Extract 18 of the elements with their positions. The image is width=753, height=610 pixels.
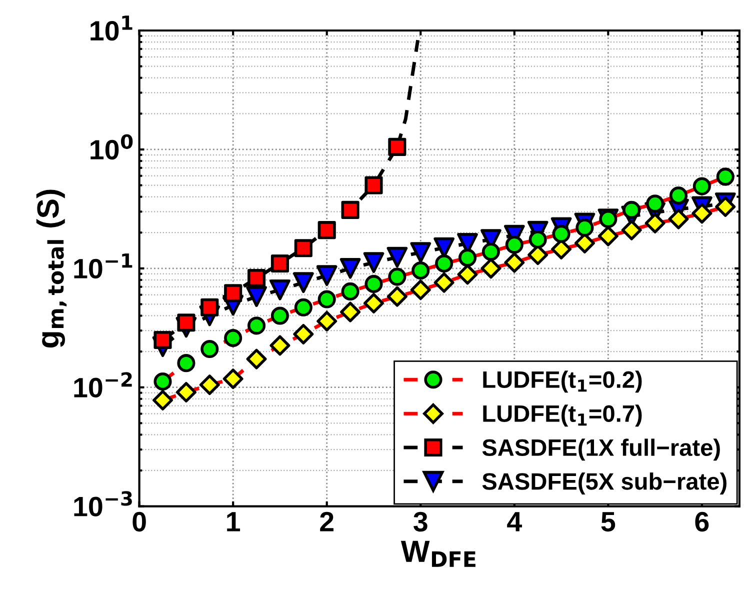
x-tick-label: 4: [507, 512, 522, 532]
x-tick-label: 3: [414, 512, 428, 532]
x-tick-label: 6: [695, 512, 709, 532]
y-axis-title: g$_{m,total}$ (S): [36, 190, 67, 348]
x-tick-label: 5: [601, 512, 616, 532]
legend-label: SASDFE(1X full−rate): [482, 438, 720, 461]
y-tick-label: 10$^{−3}$: [74, 491, 132, 516]
y-tick-label: 10$^{−1}$: [74, 253, 132, 279]
y-tick-label: 10$^{0}$: [90, 134, 133, 160]
x-tick-label: 1: [227, 512, 240, 532]
x-axis-title: W$_{DFE}$: [400, 540, 476, 567]
x-tick-label: 2: [320, 512, 334, 532]
y-tick-label: 10$^{1}$: [90, 16, 132, 41]
y-tick-label: 10$^{−2}$: [74, 372, 132, 398]
legend-label: LUDFE(t$_{1}$=0.7): [483, 404, 642, 427]
x-tick-label: 0: [132, 512, 146, 532]
legend-label: LUDFE(t$_{1}$=0.2): [483, 370, 642, 393]
legend-label: SASDFE(5X sub−rate): [482, 472, 726, 494]
